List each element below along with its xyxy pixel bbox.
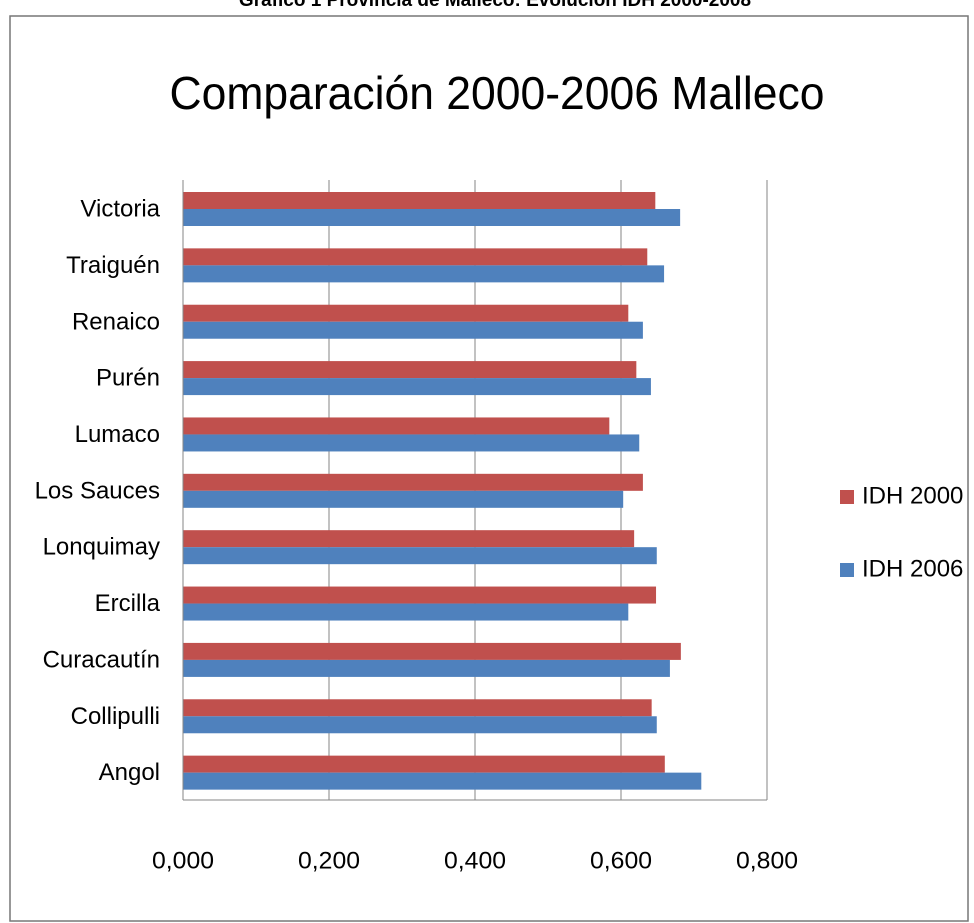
chart-title: Comparación 2000-2006 Malleco — [170, 67, 825, 119]
bar — [183, 530, 635, 548]
y-tick-label: Renaico — [72, 308, 160, 335]
bar — [183, 304, 629, 322]
bar — [183, 642, 681, 660]
bar — [183, 209, 681, 226]
bar — [183, 321, 643, 339]
y-tick-label: Purén — [96, 365, 160, 392]
caption: Gráfico 1 Provincia de Malleco: Evolució… — [239, 0, 751, 11]
x-tick-label: 0,400 — [444, 847, 506, 874]
bar — [183, 755, 665, 773]
y-tick-label: Ercilla — [95, 590, 161, 617]
legend-label: IDH 2006 — [862, 555, 963, 582]
bar — [183, 772, 702, 790]
bar — [183, 473, 643, 491]
x-tick-label: 0,600 — [590, 847, 652, 874]
bar — [183, 603, 629, 621]
bar — [183, 434, 640, 452]
bar — [183, 699, 652, 717]
y-tick-label: Lumaco — [75, 421, 160, 448]
bar — [183, 361, 637, 379]
bar — [183, 716, 657, 734]
bar — [183, 659, 670, 677]
legend-swatch — [840, 563, 854, 577]
y-tick-label: Lonquimay — [43, 534, 160, 561]
bar — [183, 248, 648, 266]
y-tick-label: Los Sauces — [35, 477, 160, 504]
bar — [183, 265, 665, 283]
bar — [183, 378, 651, 396]
bar — [183, 192, 656, 209]
y-tick-label: Traiguén — [66, 252, 160, 279]
bar — [183, 586, 657, 604]
legend-swatch — [840, 490, 854, 504]
legend-label: IDH 2000 — [862, 482, 963, 509]
y-tick-label: Angol — [99, 759, 160, 786]
x-tick-label: 0,800 — [736, 847, 798, 874]
x-tick-label: 0,000 — [152, 847, 214, 874]
y-tick-label: Curacautín — [43, 646, 160, 673]
bar — [183, 417, 610, 435]
x-tick-label: 0,200 — [298, 847, 360, 874]
y-tick-label: Collipulli — [71, 703, 160, 730]
y-tick-label: Victoria — [80, 196, 160, 223]
bar — [183, 547, 657, 565]
bar — [183, 490, 624, 508]
